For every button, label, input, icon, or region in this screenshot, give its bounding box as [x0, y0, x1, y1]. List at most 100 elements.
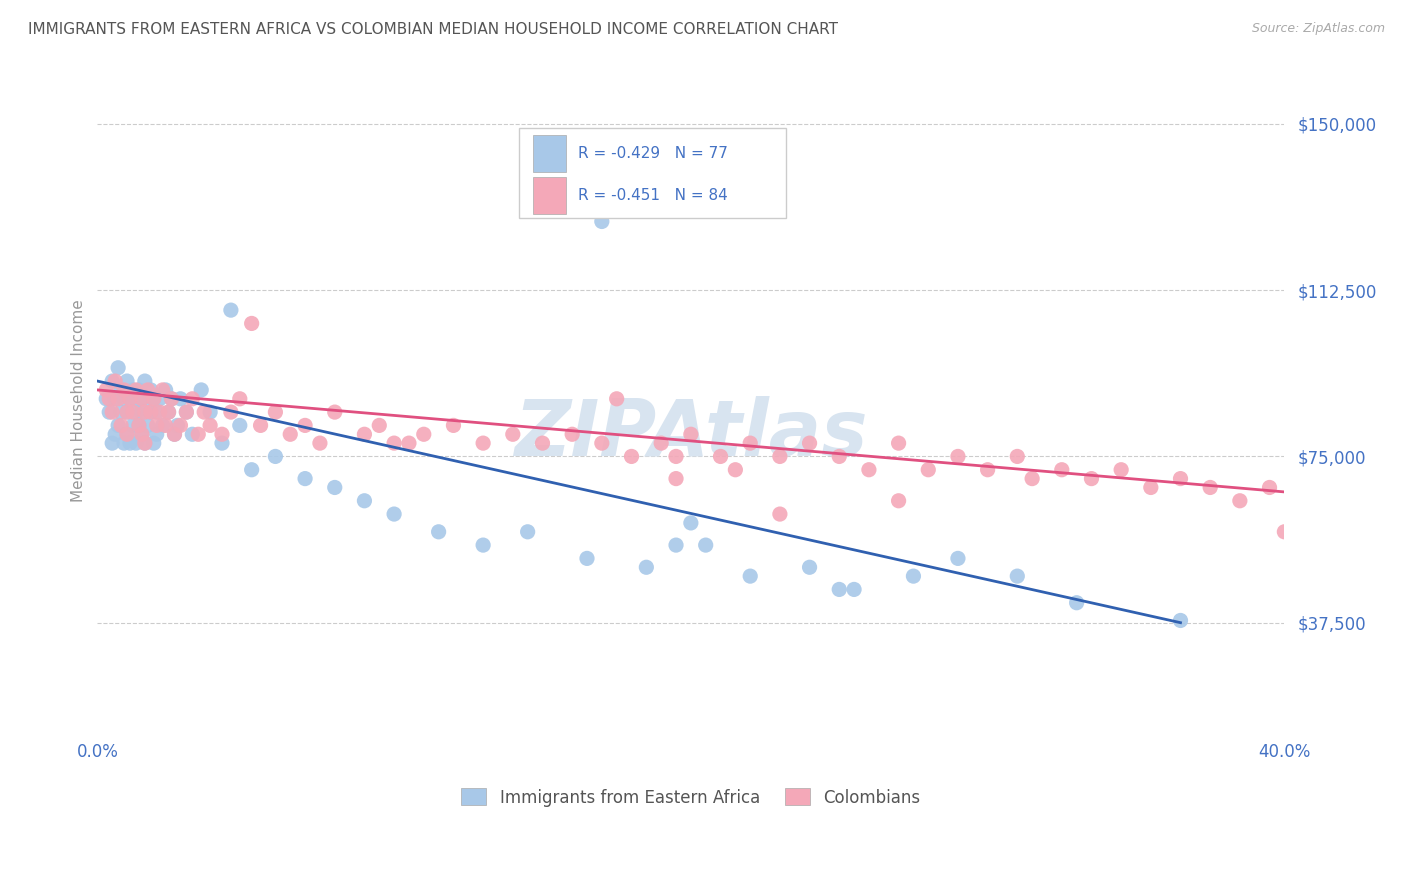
Point	[1272, 524, 1295, 539]
Point	[1066, 596, 1088, 610]
Point	[163, 427, 186, 442]
Point	[709, 450, 731, 464]
Point	[591, 214, 613, 228]
Point	[115, 427, 138, 442]
Point	[142, 392, 165, 406]
Point	[145, 427, 167, 442]
Point	[131, 427, 153, 442]
Point	[1109, 463, 1132, 477]
Point	[118, 392, 141, 406]
Point	[264, 405, 287, 419]
Point	[531, 436, 554, 450]
Point	[187, 427, 209, 442]
Point	[323, 480, 346, 494]
Point	[353, 493, 375, 508]
Point	[219, 405, 242, 419]
Point	[264, 450, 287, 464]
Point	[125, 392, 148, 406]
Point	[104, 427, 127, 442]
Point	[1170, 614, 1192, 628]
Point	[112, 383, 135, 397]
Point	[166, 418, 188, 433]
Point	[249, 418, 271, 433]
Point	[842, 582, 865, 597]
Point	[636, 560, 658, 574]
Point	[149, 405, 172, 419]
Point	[101, 405, 124, 419]
Point	[323, 405, 346, 419]
Point	[219, 303, 242, 318]
Point	[679, 516, 702, 530]
Point	[160, 392, 183, 406]
Point	[1258, 480, 1281, 494]
Point	[112, 436, 135, 450]
Point	[1007, 569, 1029, 583]
Point	[122, 418, 145, 433]
Point	[278, 427, 301, 442]
Point	[149, 392, 172, 406]
Bar	[533, 178, 567, 214]
Point	[398, 436, 420, 450]
Point	[96, 383, 118, 397]
Point	[531, 183, 554, 197]
Point	[887, 436, 910, 450]
Point	[155, 383, 177, 397]
Point	[211, 427, 233, 442]
Point	[946, 450, 969, 464]
Point	[176, 405, 198, 419]
Point	[591, 436, 613, 450]
Point	[169, 392, 191, 406]
Point	[152, 418, 174, 433]
Text: Source: ZipAtlas.com: Source: ZipAtlas.com	[1251, 22, 1385, 36]
Point	[115, 427, 138, 442]
Point	[412, 427, 434, 442]
Point	[145, 405, 167, 419]
Point	[157, 405, 180, 419]
Point	[198, 405, 221, 419]
Point	[561, 427, 583, 442]
Point	[1140, 480, 1163, 494]
Point	[128, 418, 150, 433]
Point	[122, 405, 145, 419]
Point	[142, 392, 165, 406]
Point	[163, 427, 186, 442]
Point	[353, 427, 375, 442]
Point	[679, 427, 702, 442]
Point	[101, 436, 124, 450]
Point	[382, 436, 405, 450]
Point	[650, 436, 672, 450]
Point	[368, 418, 391, 433]
Point	[695, 538, 717, 552]
Point	[134, 436, 156, 450]
Point	[181, 427, 204, 442]
Point	[107, 392, 129, 406]
Point	[294, 472, 316, 486]
Point	[887, 493, 910, 508]
Point	[606, 392, 628, 406]
Bar	[533, 136, 567, 172]
Point	[190, 383, 212, 397]
Point	[211, 436, 233, 450]
Point	[98, 405, 121, 419]
Point	[128, 418, 150, 433]
Point	[665, 538, 688, 552]
Legend: Immigrants from Eastern Africa, Colombians: Immigrants from Eastern Africa, Colombia…	[454, 781, 927, 814]
Point	[96, 392, 118, 406]
Point	[112, 392, 135, 406]
Point	[1021, 472, 1043, 486]
Point	[1170, 472, 1192, 486]
Point	[427, 524, 450, 539]
Point	[620, 450, 643, 464]
Point	[665, 472, 688, 486]
Point	[240, 463, 263, 477]
Point	[1007, 450, 1029, 464]
Point	[229, 392, 252, 406]
Point	[98, 392, 121, 406]
Point	[131, 392, 153, 406]
Point	[107, 418, 129, 433]
Point	[110, 418, 132, 433]
Point	[118, 436, 141, 450]
Point	[575, 551, 598, 566]
Point	[125, 405, 148, 419]
Point	[110, 405, 132, 419]
